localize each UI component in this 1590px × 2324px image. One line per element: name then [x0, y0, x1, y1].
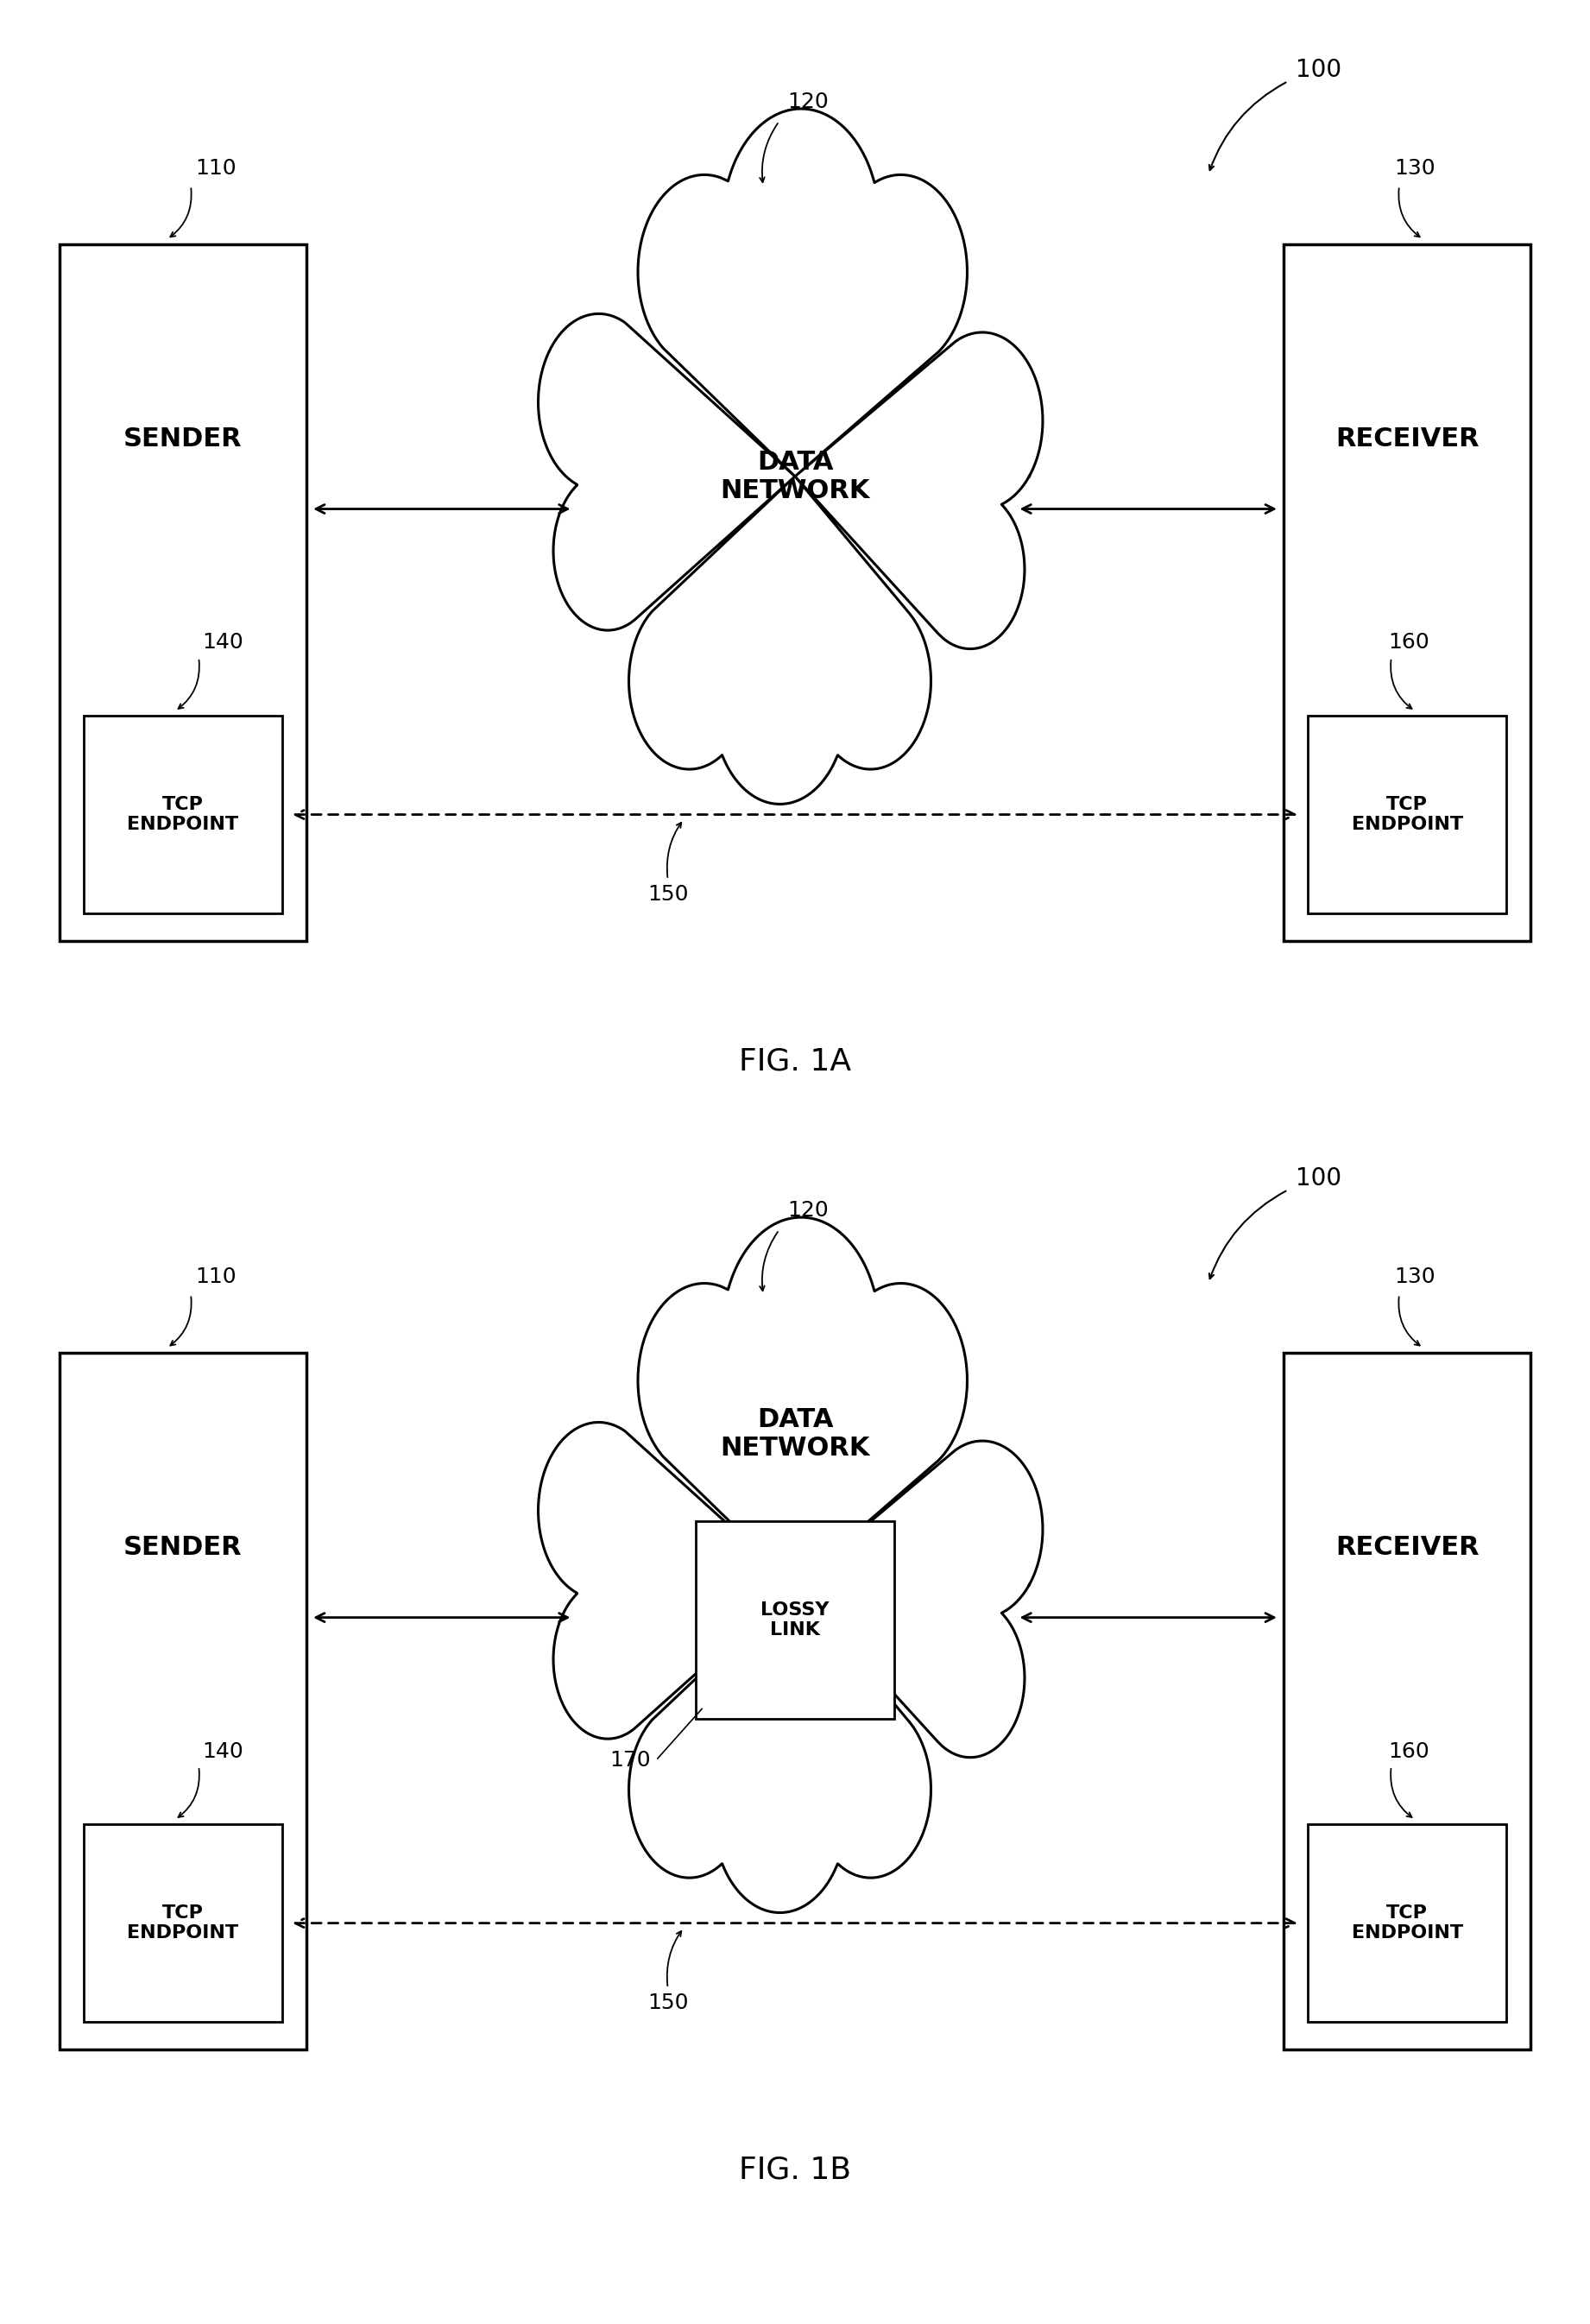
Text: 100: 100 [1296, 58, 1342, 81]
Text: 120: 120 [787, 91, 828, 112]
Text: LOSSY
LINK: LOSSY LINK [760, 1601, 830, 1638]
Bar [84, 716, 283, 913]
Text: 160: 160 [1388, 1741, 1429, 1762]
Bar [1307, 716, 1507, 913]
Text: 100: 100 [1296, 1167, 1342, 1190]
Bar [84, 1824, 283, 2022]
Text: 150: 150 [647, 1994, 688, 2013]
Text: 110: 110 [196, 1267, 237, 1287]
Text: TCP
ENDPOINT: TCP ENDPOINT [1352, 795, 1463, 834]
Text: 130: 130 [1394, 1267, 1436, 1287]
Bar [60, 1353, 305, 2050]
Bar [1285, 244, 1530, 941]
Text: TCP
ENDPOINT: TCP ENDPOINT [127, 1903, 239, 1943]
Text: TCP
ENDPOINT: TCP ENDPOINT [1352, 1903, 1463, 1943]
Text: RECEIVER: RECEIVER [1336, 1536, 1479, 1559]
Polygon shape [539, 109, 1043, 804]
Bar [60, 244, 305, 941]
Text: SENDER: SENDER [124, 428, 242, 451]
Text: 160: 160 [1388, 632, 1429, 653]
Text: FIG. 1A: FIG. 1A [739, 1046, 851, 1076]
Bar [696, 1520, 894, 1720]
Text: 150: 150 [647, 885, 688, 904]
Text: TCP
ENDPOINT: TCP ENDPOINT [127, 795, 239, 834]
Text: 130: 130 [1394, 158, 1436, 179]
Text: DATA
NETWORK: DATA NETWORK [720, 1406, 870, 1462]
Text: 120: 120 [787, 1199, 828, 1220]
Text: DATA
NETWORK: DATA NETWORK [720, 449, 870, 504]
Bar [1285, 1353, 1530, 2050]
Text: SENDER: SENDER [124, 1536, 242, 1559]
Text: 140: 140 [202, 1741, 243, 1762]
Text: FIG. 1B: FIG. 1B [739, 2154, 851, 2185]
Text: 140: 140 [202, 632, 243, 653]
Bar [1307, 1824, 1507, 2022]
Polygon shape [539, 1218, 1043, 1913]
Text: 110: 110 [196, 158, 237, 179]
Text: RECEIVER: RECEIVER [1336, 428, 1479, 451]
Text: 170: 170 [611, 1750, 652, 1771]
